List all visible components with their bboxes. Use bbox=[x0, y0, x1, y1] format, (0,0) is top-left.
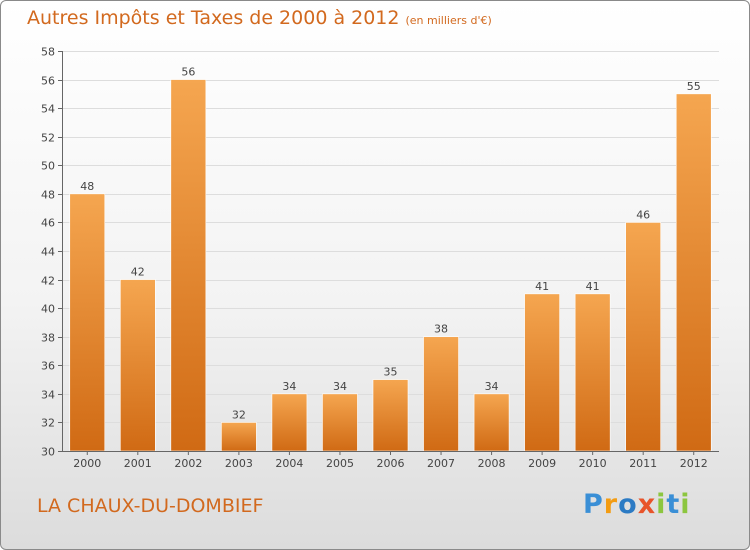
x-tick-label: 2006 bbox=[377, 457, 405, 470]
logo-letter: t bbox=[666, 489, 681, 520]
bar-2002 bbox=[170, 79, 207, 452]
x-tick-label: 2004 bbox=[275, 457, 303, 470]
data-label: 32 bbox=[232, 408, 246, 421]
y-tick-label: 36 bbox=[41, 360, 55, 373]
data-labels: 48 42 56 32 34 34 35 38 34 41 41 46 55 bbox=[80, 66, 700, 422]
bar-2006 bbox=[372, 379, 409, 452]
y-axis-ticks: 30 32 34 36 38 40 42 44 46 48 50 52 54 56 58 bbox=[41, 46, 62, 459]
bars bbox=[69, 79, 712, 452]
proxiti-logo: Proxiti bbox=[583, 489, 691, 520]
data-label: 41 bbox=[586, 280, 600, 293]
y-tick-label: 54 bbox=[41, 103, 55, 116]
bar-2003 bbox=[221, 422, 257, 452]
logo-letter: r bbox=[603, 489, 619, 520]
bar-2012 bbox=[675, 93, 712, 452]
commune-name: LA CHAUX-DU-DOMBIEF bbox=[37, 495, 264, 517]
bar-2009 bbox=[524, 293, 560, 452]
x-tick-label: 2012 bbox=[680, 457, 708, 470]
data-label: 34 bbox=[282, 380, 296, 393]
bar-2010 bbox=[574, 293, 611, 452]
y-tick-label: 32 bbox=[41, 417, 55, 430]
data-label: 34 bbox=[485, 380, 499, 393]
bar-2007 bbox=[423, 336, 459, 452]
axes bbox=[62, 51, 719, 452]
data-label: 55 bbox=[687, 80, 701, 93]
data-label: 35 bbox=[384, 366, 398, 379]
x-tick-label: 2001 bbox=[124, 457, 152, 470]
data-label: 34 bbox=[333, 380, 347, 393]
x-tick-label: 2011 bbox=[629, 457, 657, 470]
logo-letter: o bbox=[618, 489, 638, 520]
logo-letter: P bbox=[583, 489, 604, 520]
x-tick-label: 2009 bbox=[528, 457, 556, 470]
x-tick-label: 2003 bbox=[225, 457, 253, 470]
y-tick-label: 58 bbox=[41, 46, 55, 59]
y-tick-label: 38 bbox=[41, 332, 55, 345]
bar-2011 bbox=[625, 222, 661, 452]
y-tick-label: 48 bbox=[41, 189, 55, 202]
logo-letter: i bbox=[656, 489, 667, 520]
y-tick-label: 46 bbox=[41, 217, 55, 230]
x-tick-label: 2010 bbox=[579, 457, 607, 470]
logo-letter: x bbox=[637, 489, 657, 520]
data-label: 48 bbox=[80, 180, 94, 193]
x-tick-label: 2002 bbox=[174, 457, 202, 470]
bar-2001 bbox=[120, 279, 156, 452]
y-tick-label: 52 bbox=[41, 132, 55, 145]
data-label: 56 bbox=[181, 66, 195, 79]
x-tick-label: 2008 bbox=[478, 457, 506, 470]
bar-2004 bbox=[271, 393, 308, 452]
x-axis-ticks: 2000 2001 2002 2003 2004 2005 2006 2007 2008 2009… bbox=[73, 451, 708, 470]
data-label: 41 bbox=[535, 280, 549, 293]
y-tick-label: 50 bbox=[41, 160, 55, 173]
logo-letter: i bbox=[680, 489, 691, 520]
y-tick-label: 44 bbox=[41, 246, 55, 259]
chart-title-block: Autres Impôts et Taxes de 2000 à 2012 (en… bbox=[27, 7, 492, 29]
data-label: 38 bbox=[434, 323, 448, 336]
chart-title: Autres Impôts et Taxes de 2000 à 2012 bbox=[27, 7, 400, 29]
x-tick-label: 2005 bbox=[326, 457, 354, 470]
bar-2005 bbox=[322, 393, 358, 452]
bar-2008 bbox=[473, 393, 510, 452]
y-tick-label: 30 bbox=[41, 446, 55, 459]
chart-subtitle: (en milliers d'€) bbox=[405, 14, 492, 27]
x-tick-label: 2007 bbox=[427, 457, 455, 470]
x-tick-label: 2000 bbox=[73, 457, 101, 470]
data-label: 42 bbox=[131, 266, 145, 279]
y-tick-label: 40 bbox=[41, 303, 55, 316]
data-label: 46 bbox=[636, 208, 650, 221]
y-tick-label: 42 bbox=[41, 275, 55, 288]
y-tick-label: 56 bbox=[41, 75, 55, 88]
bar-2000 bbox=[69, 193, 106, 452]
y-tick-label: 34 bbox=[41, 389, 55, 402]
